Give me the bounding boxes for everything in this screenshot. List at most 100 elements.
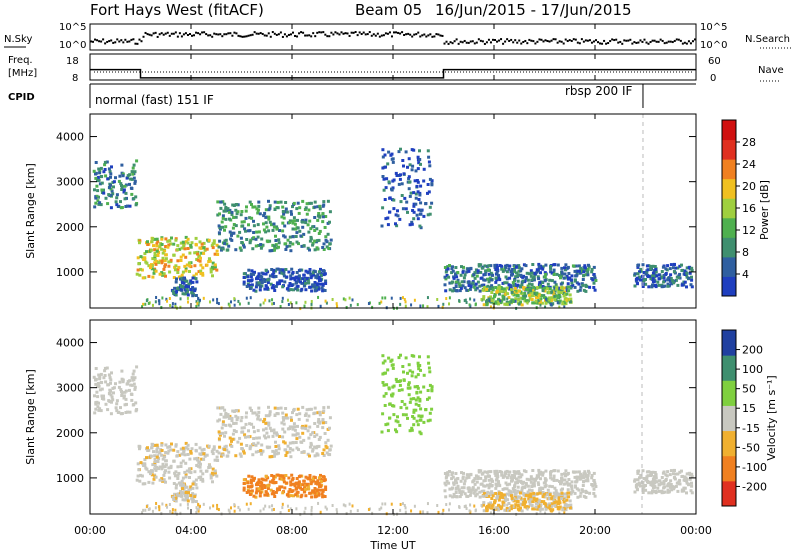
power-ground-cell	[247, 301, 250, 305]
velocity-cell	[385, 383, 389, 387]
velocity-cell	[265, 445, 269, 449]
power-cell	[280, 271, 284, 275]
power-cell	[288, 241, 292, 244]
power-cell	[647, 274, 651, 278]
velocity-cell	[186, 447, 190, 451]
power-cell	[240, 241, 244, 244]
power-ground-cell	[464, 298, 467, 302]
velocity-cell	[519, 502, 523, 506]
noise-point	[243, 35, 246, 38]
power-cell	[191, 276, 195, 280]
velocity-cell	[310, 480, 314, 484]
velocity-cell	[687, 472, 691, 476]
velocity-cell	[510, 476, 514, 480]
power-cell	[260, 244, 264, 248]
power-cell	[491, 288, 495, 292]
velocity-cell	[529, 495, 533, 499]
velocity-ground-cell	[404, 510, 407, 514]
velocity-cell	[199, 462, 202, 466]
velocity-cell	[96, 405, 100, 409]
power-cell	[115, 193, 119, 197]
noise-point	[304, 34, 307, 37]
velocity-cell	[505, 507, 509, 510]
velocity-cell	[318, 410, 322, 414]
power-cell	[170, 236, 173, 240]
velocity-cell	[531, 495, 535, 499]
power-cell	[167, 243, 171, 247]
velocity-cell	[672, 487, 676, 491]
noise-point	[223, 33, 226, 36]
power-cell	[517, 266, 521, 270]
velocity-cell	[520, 498, 524, 502]
velocity-cell	[195, 486, 199, 490]
power-cell	[123, 184, 127, 188]
plot-title: Fort Hays West (fitACF)	[90, 1, 264, 19]
power-cell	[108, 186, 112, 189]
power-cell	[210, 265, 214, 269]
velocity-cell	[562, 482, 566, 486]
velocity-cell	[444, 476, 448, 480]
power-ground-cell	[404, 304, 407, 308]
velocity-cell	[558, 505, 562, 509]
power-cell	[680, 263, 683, 267]
power-cell	[289, 249, 293, 253]
power-cell	[644, 272, 648, 276]
power-cell	[418, 149, 421, 153]
power-cell	[296, 226, 300, 230]
velocity-cell	[202, 457, 206, 461]
noise-point	[544, 39, 547, 42]
power-cell	[538, 301, 542, 305]
power-cell	[239, 213, 243, 217]
power-cell	[401, 159, 405, 162]
velocity-cell	[592, 492, 596, 495]
power-cell	[633, 272, 637, 276]
noise-point	[249, 34, 252, 37]
power-cell	[186, 247, 190, 250]
velocity-cell	[194, 483, 198, 487]
power-ground-cell	[216, 297, 219, 301]
velocity-cell	[402, 378, 406, 382]
power-ground-cell	[526, 301, 529, 305]
power-cell	[531, 294, 535, 298]
power-cell	[176, 244, 180, 248]
noise-point	[150, 34, 153, 37]
power-ground-cell	[171, 302, 174, 306]
velocity-cell	[513, 474, 517, 478]
velocity-cell	[196, 458, 199, 462]
noise-point	[425, 35, 428, 38]
velocity-cell	[164, 463, 168, 467]
velocity-cell	[289, 483, 293, 487]
power-cell	[489, 300, 493, 304]
power-cell	[255, 283, 259, 287]
velocity-cell	[567, 495, 571, 499]
velocity-cell	[513, 471, 517, 475]
velocity-cell	[132, 403, 136, 406]
power-cell	[268, 204, 272, 208]
noise-point	[209, 34, 212, 37]
velocity-cell	[260, 443, 264, 447]
noise-point	[669, 40, 672, 43]
power-cell	[481, 288, 485, 292]
velocity-ground-cell	[299, 513, 302, 517]
noise-right-tick-top: 10^5	[700, 22, 727, 33]
velocity-cell	[683, 486, 687, 490]
velocity-cell	[415, 385, 419, 388]
velocity-cell	[428, 411, 432, 415]
power-cell	[322, 200, 326, 204]
power-cell	[539, 294, 543, 297]
power-cell	[252, 288, 256, 292]
velocity-cell	[461, 490, 465, 494]
velocity-cell	[232, 429, 236, 432]
power-cell	[205, 263, 209, 267]
velocity-cell	[263, 493, 267, 497]
power-cell	[388, 196, 392, 200]
velocity-cell	[228, 423, 231, 427]
power-cell	[529, 269, 533, 273]
power-cell	[324, 238, 328, 242]
noise-point	[661, 39, 664, 42]
power-cell	[517, 302, 521, 306]
velocity-cell	[139, 473, 143, 477]
velocity-cell	[169, 448, 173, 452]
power-cell	[427, 155, 431, 159]
velocity-cell	[231, 432, 235, 436]
